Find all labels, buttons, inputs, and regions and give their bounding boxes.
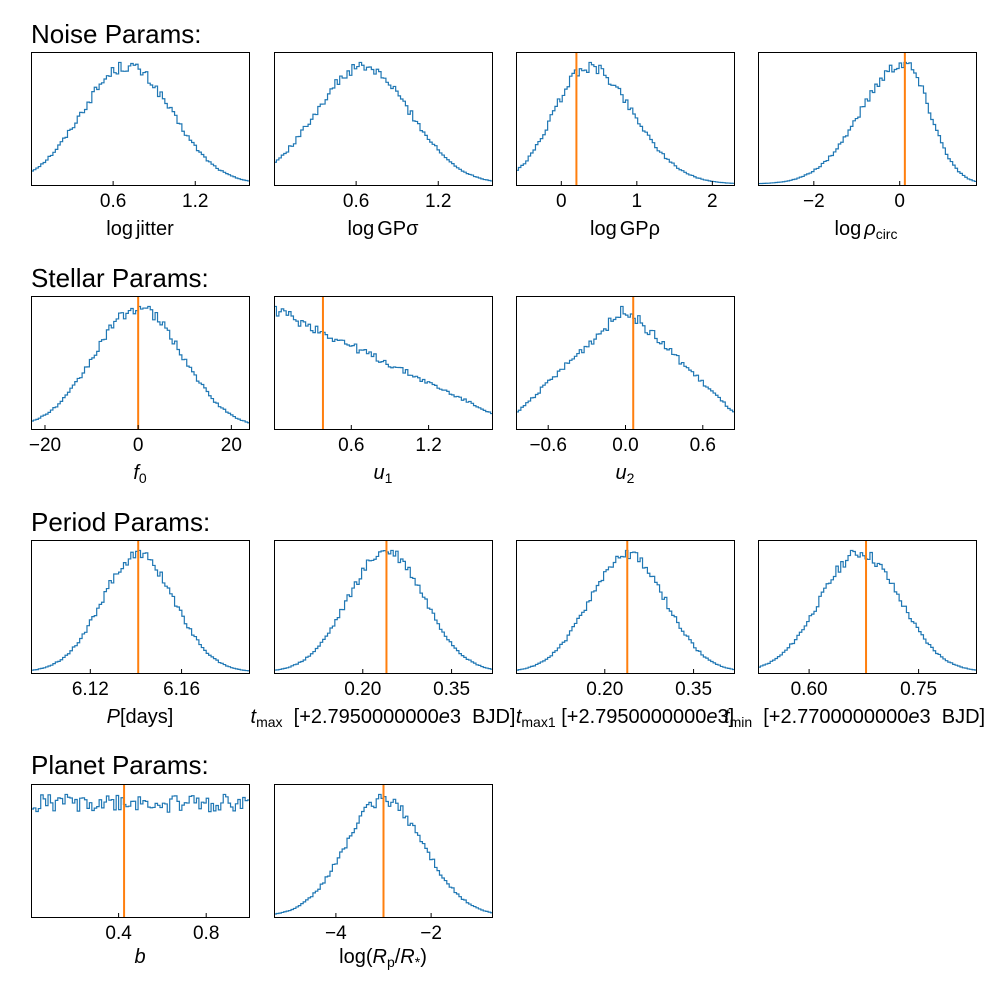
x-tick-label: 0.6 bbox=[338, 435, 364, 456]
x-tick-label: 0.8 bbox=[193, 923, 219, 944]
x-tick-label: 2 bbox=[707, 191, 718, 212]
xlabel-u2: u2 bbox=[615, 462, 635, 486]
histogram-step bbox=[31, 61, 250, 182]
histogram-log-rho-circ: −2 0 bbox=[758, 52, 977, 212]
x-tick-label: −2 bbox=[420, 923, 442, 944]
x-tick-label: 0.6 bbox=[100, 191, 126, 212]
histogram-step bbox=[516, 305, 735, 413]
axes-frame bbox=[516, 540, 735, 674]
histogram-step bbox=[31, 793, 250, 813]
x-tick-label: 0.75 bbox=[900, 679, 937, 700]
histogram-step bbox=[516, 549, 735, 671]
section-title-noise: Noise Params: bbox=[31, 19, 202, 49]
histogram-step bbox=[31, 549, 250, 672]
section-title-planet: Planet Params: bbox=[31, 750, 209, 780]
axes-frame bbox=[758, 52, 977, 186]
x-tick-label: −0.6 bbox=[529, 435, 567, 456]
histogram-step bbox=[274, 61, 493, 182]
x-tick-label: 0.35 bbox=[433, 679, 470, 700]
axes-frame bbox=[274, 784, 493, 918]
axes-frame bbox=[516, 52, 735, 186]
xlabel-log-jitter: log jitter bbox=[106, 218, 174, 240]
x-tick-label: 6.12 bbox=[72, 679, 109, 700]
histogram-step bbox=[758, 549, 977, 671]
x-tick-label: 0.0 bbox=[612, 435, 638, 456]
histogram-u2: −0.6 0.0 0.6 bbox=[516, 296, 735, 456]
x-tick-label: 1 bbox=[632, 191, 643, 212]
axes-frame bbox=[31, 296, 250, 430]
xlabel-tmax: tmax [+2.7950000000e3 BJD] bbox=[250, 706, 516, 730]
axes-frame bbox=[31, 52, 250, 186]
xlabel-log-gp-rho: log GPρ bbox=[590, 218, 660, 240]
xlabel-u1: u1 bbox=[373, 462, 393, 486]
axes-frame bbox=[31, 784, 250, 918]
axes-frame bbox=[274, 296, 493, 430]
xlabel-log-rp-rs: log(Rp/R*) bbox=[339, 946, 427, 970]
histogram-b: 0.4 0.8 bbox=[31, 784, 250, 944]
x-tick-label: 1.2 bbox=[415, 435, 441, 456]
axes-frame bbox=[274, 52, 493, 186]
x-tick-label: 1.2 bbox=[425, 191, 451, 212]
x-tick-label: 0.20 bbox=[586, 679, 623, 700]
histogram-step bbox=[274, 305, 493, 415]
xlabel-period: P[days] bbox=[106, 706, 174, 728]
x-tick-label: −2 bbox=[803, 191, 825, 212]
histogram-step bbox=[516, 61, 735, 184]
x-tick-label: 0 bbox=[556, 191, 567, 212]
x-tick-label: 1.2 bbox=[182, 191, 208, 212]
x-tick-label: 0 bbox=[133, 435, 144, 456]
xlabel-b: b bbox=[134, 946, 146, 968]
histogram-step bbox=[274, 549, 493, 671]
histogram-tmin: 0.60 0.75 bbox=[758, 540, 977, 700]
axes-frame bbox=[758, 540, 977, 674]
xlabel-tmin: tmin [+2.7700000000e3 BJD] bbox=[724, 706, 986, 730]
x-tick-label: 0.35 bbox=[675, 679, 712, 700]
x-tick-label: 0.6 bbox=[343, 191, 369, 212]
xlabel-f0: f0 bbox=[133, 462, 147, 486]
histogram-tmax: 0.20 0.35 bbox=[274, 540, 493, 700]
histogram-log-gp-sigma: 0.6 1.2 bbox=[274, 52, 493, 212]
xlabel-log-gp-sigma: log GPσ bbox=[347, 218, 419, 240]
section-title-period: Period Params: bbox=[31, 507, 211, 537]
axes-frame bbox=[516, 296, 735, 430]
x-tick-label: 0.4 bbox=[105, 923, 132, 944]
histogram-step bbox=[758, 61, 977, 185]
x-tick-label: −4 bbox=[325, 923, 347, 944]
histogram-log-gp-rho: 0 1 2 bbox=[516, 52, 735, 212]
xlabel-log-rho-circ: log ρcirc bbox=[834, 218, 898, 242]
histogram-f0: −20 0 20 bbox=[29, 296, 250, 456]
x-tick-label: 0.6 bbox=[690, 435, 716, 456]
x-tick-label: −20 bbox=[29, 435, 61, 456]
histogram-period: 6.12 6.16 bbox=[31, 540, 250, 700]
axes-frame bbox=[31, 540, 250, 674]
x-tick-label: 0.60 bbox=[791, 679, 828, 700]
histogram-log-jitter: 0.6 1.2 bbox=[31, 52, 250, 212]
section-title-stellar: Stellar Params: bbox=[31, 263, 209, 293]
x-tick-label: 0 bbox=[894, 191, 905, 212]
axes-frame bbox=[274, 540, 493, 674]
histogram-log-rp-rs: −4 −2 bbox=[274, 784, 493, 944]
x-tick-label: 6.16 bbox=[163, 679, 200, 700]
xlabel-tmax1: tmax1 [+2.7950000000e3] bbox=[515, 706, 735, 730]
x-tick-label: 0.20 bbox=[344, 679, 381, 700]
histogram-tmax1: 0.20 0.35 bbox=[516, 540, 735, 700]
histogram-step bbox=[31, 305, 250, 424]
x-tick-label: 20 bbox=[221, 435, 242, 456]
histogram-u1: 0.6 1.2 bbox=[274, 296, 493, 456]
